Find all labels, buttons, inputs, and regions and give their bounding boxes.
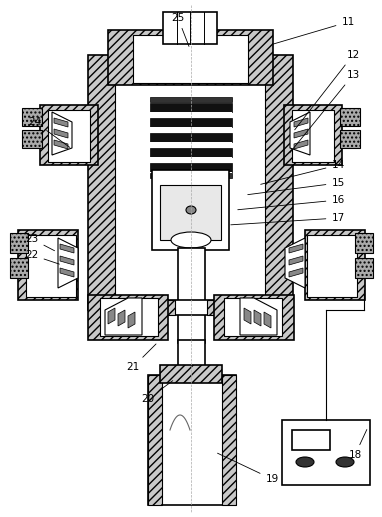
Bar xyxy=(10,233,28,253)
Bar xyxy=(150,160,232,163)
Bar xyxy=(340,130,360,148)
Ellipse shape xyxy=(186,206,196,214)
Text: 20: 20 xyxy=(141,381,173,404)
Bar xyxy=(150,163,232,172)
Bar xyxy=(150,100,232,103)
Bar xyxy=(10,258,28,278)
Bar xyxy=(160,365,222,383)
Polygon shape xyxy=(58,238,78,288)
Bar xyxy=(18,230,78,300)
Ellipse shape xyxy=(296,457,314,467)
Text: 11: 11 xyxy=(273,17,354,44)
Text: 12: 12 xyxy=(295,50,359,130)
Polygon shape xyxy=(285,238,305,288)
Bar xyxy=(150,127,232,130)
Text: 17: 17 xyxy=(231,213,345,225)
Text: 22: 22 xyxy=(25,250,59,264)
Bar xyxy=(150,112,232,115)
Bar xyxy=(222,375,236,505)
Polygon shape xyxy=(118,310,125,326)
Bar xyxy=(150,157,232,160)
Text: 14: 14 xyxy=(261,160,345,185)
Bar xyxy=(340,108,360,126)
Bar xyxy=(160,185,221,240)
Text: 25: 25 xyxy=(172,13,189,47)
Bar xyxy=(108,30,273,85)
Polygon shape xyxy=(60,244,74,253)
Bar xyxy=(148,375,162,505)
Bar xyxy=(224,298,282,336)
Bar xyxy=(22,130,42,148)
Polygon shape xyxy=(244,308,251,324)
Text: 16: 16 xyxy=(238,195,345,210)
Bar xyxy=(292,430,330,450)
Bar xyxy=(355,233,373,253)
Bar xyxy=(150,130,232,133)
Bar xyxy=(148,375,236,505)
Polygon shape xyxy=(108,308,115,324)
Text: 13: 13 xyxy=(290,70,359,153)
Ellipse shape xyxy=(336,457,354,467)
Polygon shape xyxy=(264,312,271,328)
Bar xyxy=(150,103,232,112)
Text: 18: 18 xyxy=(348,430,367,460)
Bar xyxy=(22,108,42,126)
Bar xyxy=(355,258,373,278)
Bar xyxy=(307,235,357,297)
Bar xyxy=(150,173,232,178)
Bar xyxy=(150,133,232,142)
Polygon shape xyxy=(52,112,72,155)
Polygon shape xyxy=(60,256,74,265)
Ellipse shape xyxy=(171,232,211,248)
Bar xyxy=(214,295,294,340)
Polygon shape xyxy=(54,129,68,138)
Bar xyxy=(282,420,370,485)
Text: 24: 24 xyxy=(28,117,70,147)
Bar xyxy=(150,115,232,118)
Bar xyxy=(150,118,232,127)
Bar xyxy=(150,300,175,315)
Polygon shape xyxy=(54,118,68,127)
Bar xyxy=(150,172,232,175)
Polygon shape xyxy=(60,268,74,277)
Bar xyxy=(178,340,205,375)
Polygon shape xyxy=(54,140,68,149)
Polygon shape xyxy=(289,268,303,277)
Text: 21: 21 xyxy=(126,344,156,372)
Polygon shape xyxy=(294,140,308,149)
Polygon shape xyxy=(105,298,142,335)
Bar xyxy=(150,300,232,315)
Bar xyxy=(292,110,334,162)
Polygon shape xyxy=(254,310,261,326)
Bar xyxy=(48,110,90,162)
Text: 15: 15 xyxy=(248,178,345,194)
Polygon shape xyxy=(290,112,310,155)
Bar xyxy=(150,142,232,145)
Polygon shape xyxy=(289,256,303,265)
Bar xyxy=(150,97,232,102)
Bar xyxy=(88,295,168,340)
Bar xyxy=(88,55,293,310)
Polygon shape xyxy=(294,129,308,138)
Bar xyxy=(133,35,248,83)
Bar xyxy=(150,148,232,157)
Polygon shape xyxy=(289,244,303,253)
Bar xyxy=(178,248,205,343)
Bar xyxy=(163,12,217,44)
Bar xyxy=(150,145,232,148)
Polygon shape xyxy=(128,312,135,328)
Bar xyxy=(305,230,365,300)
Text: 23: 23 xyxy=(25,234,55,251)
Bar xyxy=(207,300,232,315)
Bar xyxy=(26,235,76,297)
Bar xyxy=(40,105,98,165)
Polygon shape xyxy=(294,118,308,127)
Bar xyxy=(284,105,342,165)
Bar xyxy=(152,170,229,250)
Polygon shape xyxy=(240,298,277,335)
Bar xyxy=(115,62,265,300)
Bar xyxy=(100,298,158,336)
Text: 19: 19 xyxy=(217,453,278,484)
